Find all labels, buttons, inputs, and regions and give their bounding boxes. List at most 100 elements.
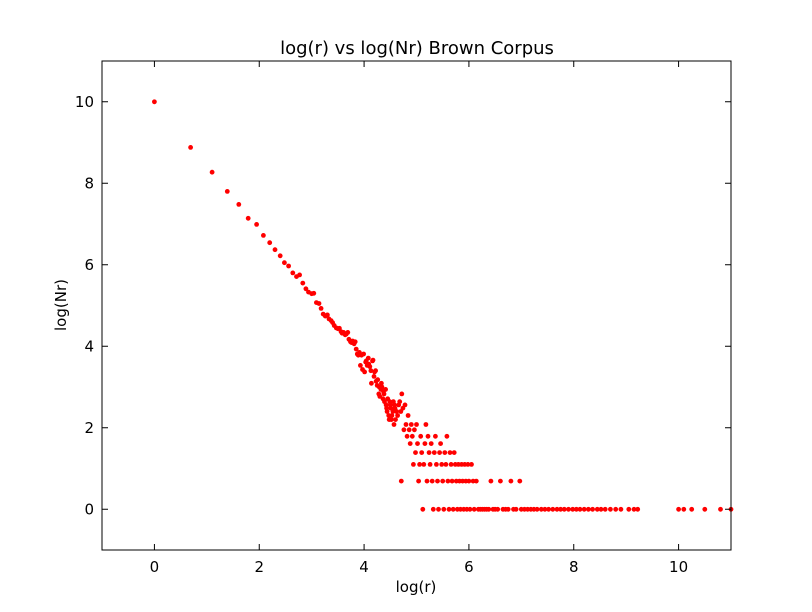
data-point <box>267 240 273 246</box>
data-point <box>586 506 591 512</box>
data-point <box>613 506 619 512</box>
data-point <box>431 450 437 455</box>
data-point <box>448 462 454 467</box>
y-tick-label: 2 <box>84 419 94 437</box>
data-point <box>416 478 421 484</box>
data-point <box>631 506 637 512</box>
data-point <box>245 215 251 221</box>
data-point <box>427 462 433 467</box>
data-point <box>444 433 450 439</box>
data-point <box>495 506 501 512</box>
data-point <box>517 478 523 484</box>
data-point <box>420 506 426 512</box>
data-point <box>303 286 309 292</box>
data-point <box>407 441 413 446</box>
data-point <box>467 506 473 512</box>
data-point <box>550 506 556 512</box>
data-point <box>369 380 374 386</box>
data-point <box>488 478 494 484</box>
data-point <box>290 270 296 276</box>
data-point <box>437 450 442 455</box>
data-point <box>439 462 445 467</box>
data-point <box>598 506 604 512</box>
data-point <box>469 462 474 467</box>
data-point <box>408 422 414 427</box>
data-point <box>379 384 385 390</box>
data-point <box>424 478 430 484</box>
data-point <box>446 506 452 512</box>
data-point <box>471 506 477 512</box>
x-tick-label: 0 <box>150 558 160 576</box>
data-point <box>429 478 435 484</box>
data-point <box>422 441 428 446</box>
data-point <box>418 433 424 439</box>
data-point <box>403 422 409 427</box>
y-axis-label: log(Nr) <box>52 279 70 331</box>
data-point <box>277 253 283 259</box>
data-point <box>702 506 708 512</box>
data-point <box>405 413 411 418</box>
data-point <box>361 351 366 357</box>
x-tick-label: 4 <box>359 558 369 576</box>
data-point <box>272 247 278 253</box>
data-point <box>534 506 540 512</box>
data-point <box>577 506 583 512</box>
data-point <box>371 374 377 379</box>
data-point <box>398 478 404 484</box>
data-point <box>236 202 242 207</box>
data-point <box>451 450 457 455</box>
data-point <box>152 99 157 105</box>
chart-title: log(r) vs log(Nr) Brown Corpus <box>280 38 554 59</box>
data-point <box>466 478 472 484</box>
y-tick-label: 0 <box>84 500 94 518</box>
data-point <box>689 506 695 512</box>
data-point <box>297 272 302 278</box>
y-tick-label: 8 <box>84 174 94 192</box>
data-point <box>311 290 317 296</box>
data-point <box>370 357 376 363</box>
data-point <box>415 441 420 446</box>
data-point <box>406 427 412 433</box>
data-point <box>414 422 419 427</box>
data-point <box>681 506 687 512</box>
data-point <box>434 462 439 467</box>
data-point <box>373 368 378 374</box>
data-point <box>558 506 563 512</box>
x-tick-label: 10 <box>669 558 688 576</box>
data-point <box>393 417 398 422</box>
data-point <box>404 433 410 439</box>
data-point <box>542 506 548 512</box>
data-point <box>412 427 417 433</box>
data-point <box>718 506 723 512</box>
x-tick-label: 8 <box>569 558 579 576</box>
data-point <box>188 145 194 150</box>
data-point <box>367 364 373 369</box>
data-point <box>388 417 394 422</box>
x-axis-label: log(r) <box>396 578 437 596</box>
data-point <box>394 409 399 414</box>
data-point <box>442 450 448 455</box>
data-point <box>436 506 441 512</box>
data-point <box>561 506 567 512</box>
data-point <box>513 506 519 512</box>
data-point <box>608 506 613 512</box>
data-point <box>498 478 503 484</box>
data-point <box>368 368 374 374</box>
data-point <box>505 506 511 512</box>
data-point <box>254 222 259 227</box>
data-point <box>413 450 418 455</box>
data-point <box>435 478 440 484</box>
data-point <box>345 330 351 335</box>
x-tick-label: 2 <box>254 558 264 576</box>
data-point <box>358 363 363 368</box>
data-point <box>318 306 324 311</box>
data-point <box>401 427 407 433</box>
data-point <box>486 506 492 512</box>
data-point <box>397 399 403 405</box>
data-point <box>430 506 436 512</box>
data-point <box>447 450 453 455</box>
data-point <box>423 422 429 427</box>
data-point <box>379 380 384 386</box>
data-point <box>570 506 576 512</box>
